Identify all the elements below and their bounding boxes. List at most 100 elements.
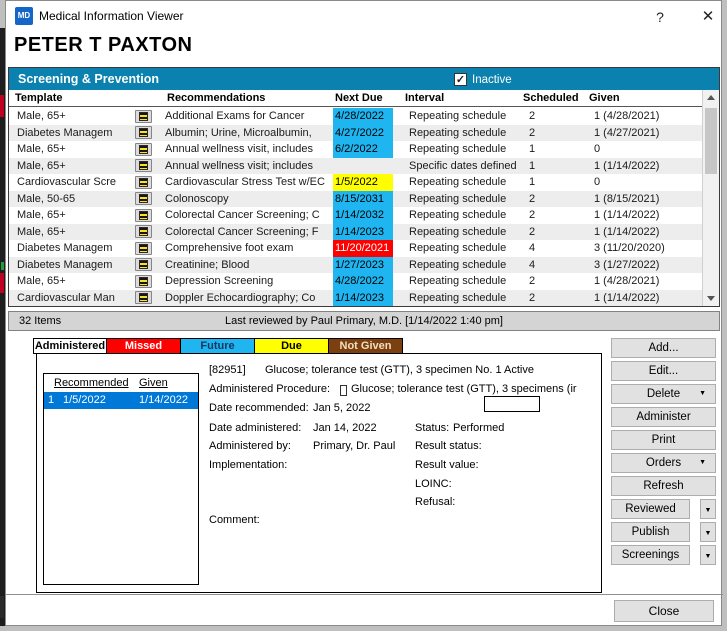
orders-button[interactable]: Orders ▼ [611, 453, 716, 473]
screening-panel: Screening & Prevention ✓ Inactive Templat… [8, 67, 720, 307]
template-cell: Male, 65+ [17, 143, 66, 155]
screenings-button[interactable]: Screenings [611, 545, 690, 565]
procedure-checkbox-icon [340, 385, 347, 396]
interval-cell: Repeating schedule [409, 192, 507, 205]
note-icon-button[interactable] [135, 126, 152, 139]
procedure-code: [82951] [209, 364, 246, 376]
screening-row[interactable]: Male, 65+ Colorectal Cancer Screening; C 1… [9, 207, 702, 224]
note-icon-button[interactable] [135, 208, 152, 222]
screening-row[interactable]: Male, 65+ Colorectal Cancer Screening; F 1… [9, 223, 702, 240]
publish-dropdown-button[interactable]: ▼ [700, 522, 716, 542]
recommended-date: 1/5/2022 [63, 394, 106, 406]
print-button[interactable]: Print [611, 430, 716, 450]
column-header-scheduled[interactable]: Scheduled [523, 92, 579, 104]
screening-table-body: Male, 65+ Additional Exams for Cancer 4/28… [9, 108, 702, 306]
screening-row[interactable]: Diabetes Managem Comprehensive foot exam 1… [9, 240, 702, 257]
screenings-dropdown-button[interactable]: ▼ [700, 545, 716, 565]
screening-row[interactable]: Cardiovascular Scre Cardiovascular Stress… [9, 174, 702, 191]
note-icon-button[interactable] [135, 291, 152, 304]
administered-procedure-label: Administered Procedure: [209, 383, 331, 395]
column-header-interval[interactable]: Interval [405, 92, 445, 104]
note-icon-button[interactable] [135, 192, 152, 205]
given-cell: 1 (8/15/2021) [594, 192, 660, 205]
column-header-recommendations[interactable]: Recommendations [167, 92, 266, 104]
administer-button[interactable]: Administer [611, 407, 716, 427]
status-label: Status: [415, 422, 450, 434]
interval-cell: Specific dates defined [409, 159, 517, 172]
recommendation-cell: Colorectal Cancer Screening; F [165, 225, 319, 238]
help-icon[interactable]: ? [656, 9, 664, 25]
note-icon [139, 128, 148, 137]
detail-panel: Recommended Given 1 1/5/2022 1/14/2022 [82… [36, 353, 602, 593]
inactive-checkbox[interactable]: ✓ Inactive [454, 71, 512, 87]
background-window-sliver [0, 28, 5, 626]
note-icon-button[interactable] [135, 274, 152, 288]
dropdown-arrow-icon: ▼ [699, 459, 706, 466]
note-icon-button[interactable] [135, 142, 152, 156]
interval-cell: Repeating schedule [409, 242, 507, 254]
status-bar: 32 Items Last reviewed by Paul Primary, … [8, 311, 720, 331]
history-col-given[interactable]: Given [139, 377, 168, 389]
screening-row[interactable]: Male, 65+ Annual wellness visit, includes… [9, 141, 702, 158]
edit-button[interactable]: Edit... [611, 361, 716, 381]
note-icon [139, 243, 148, 253]
scheduled-cell: 4 [529, 242, 536, 254]
history-col-recommended[interactable]: Recommended [54, 377, 129, 389]
column-header-given[interactable]: Given [589, 92, 620, 104]
next-due-cell: 11/20/2021 [333, 240, 393, 257]
status-legend: Administered Missed Future Due Not Given [33, 338, 403, 354]
scroll-down-icon[interactable] [703, 291, 719, 306]
template-cell: Male, 65+ [17, 209, 66, 221]
screening-row[interactable]: Male, 65+ Depression Screening 4/28/2022 Re… [9, 273, 702, 290]
publish-button[interactable]: Publish [611, 522, 690, 542]
screening-row[interactable]: Diabetes Managem Albumin; Urine, Microalb… [9, 124, 702, 141]
background-fragment [0, 95, 4, 117]
template-cell: Cardiovascular Scre [17, 176, 117, 188]
dropdown-arrow-icon: ▼ [704, 507, 712, 514]
next-due-cell: 1/5/2022 [333, 174, 393, 191]
next-due-cell: 4/28/2022 [333, 108, 393, 125]
screening-row[interactable]: Diabetes Managem Creatinine; Blood 1/27/20… [9, 256, 702, 273]
note-icon [139, 293, 148, 302]
refresh-button[interactable]: Refresh [611, 476, 716, 496]
empty-input-field[interactable] [484, 396, 540, 412]
scheduled-cell: 1 [529, 176, 536, 188]
note-icon-button[interactable] [135, 159, 152, 172]
recommendation-cell: Annual wellness visit, includes [165, 143, 313, 155]
scheduled-cell: 1 [529, 143, 536, 155]
next-due-cell: 6/2/2022 [333, 141, 393, 158]
recommendation-history-row[interactable]: 1 1/5/2022 1/14/2022 [44, 392, 198, 409]
scroll-up-icon[interactable] [703, 90, 719, 105]
vertical-scrollbar[interactable] [702, 90, 719, 306]
recommendation-cell: Cardiovascular Stress Test w/EC [165, 176, 325, 188]
recommendation-cell: Creatinine; Blood [165, 258, 250, 271]
panel-header: Screening & Prevention ✓ Inactive [9, 68, 719, 90]
note-icon-button[interactable] [135, 175, 152, 189]
note-icon [139, 260, 148, 269]
delete-button[interactable]: Delete ▼ [611, 384, 716, 404]
reviewed-dropdown-button[interactable]: ▼ [700, 499, 716, 519]
screening-row[interactable]: Cardiovascular Man Doppler Echocardiograp… [9, 289, 702, 306]
next-due-cell: 4/28/2022 [333, 273, 393, 290]
screening-row[interactable]: Male, 65+ Annual wellness visit; includes… [9, 157, 702, 174]
reviewed-button[interactable]: Reviewed [611, 499, 690, 519]
legend-not-given: Not Given [329, 338, 403, 354]
screening-row[interactable]: Male, 65+ Additional Exams for Cancer 4/28… [9, 108, 702, 125]
note-icon-button[interactable] [135, 241, 152, 255]
close-button[interactable]: Close [614, 600, 714, 622]
add-button[interactable]: Add... [611, 338, 716, 358]
column-header-next-due[interactable]: Next Due [335, 92, 383, 104]
interval-cell: Repeating schedule [409, 209, 507, 221]
close-icon[interactable]: ✕ [701, 8, 715, 25]
interval-cell: Repeating schedule [409, 176, 507, 188]
next-due-cell: 1/14/2032 [333, 207, 393, 224]
screening-row[interactable]: Male, 50-65 Colonoscopy 8/15/2031 Repeating… [9, 190, 702, 207]
recommendation-cell: Annual wellness visit; includes [165, 159, 313, 172]
scrollbar-thumb[interactable] [705, 108, 717, 174]
status-value: Performed [453, 422, 505, 434]
note-icon-button[interactable] [135, 225, 152, 238]
interval-cell: Repeating schedule [409, 275, 507, 287]
column-header-template[interactable]: Template [15, 92, 63, 104]
note-icon-button[interactable] [135, 258, 152, 271]
note-icon-button[interactable] [135, 109, 152, 123]
